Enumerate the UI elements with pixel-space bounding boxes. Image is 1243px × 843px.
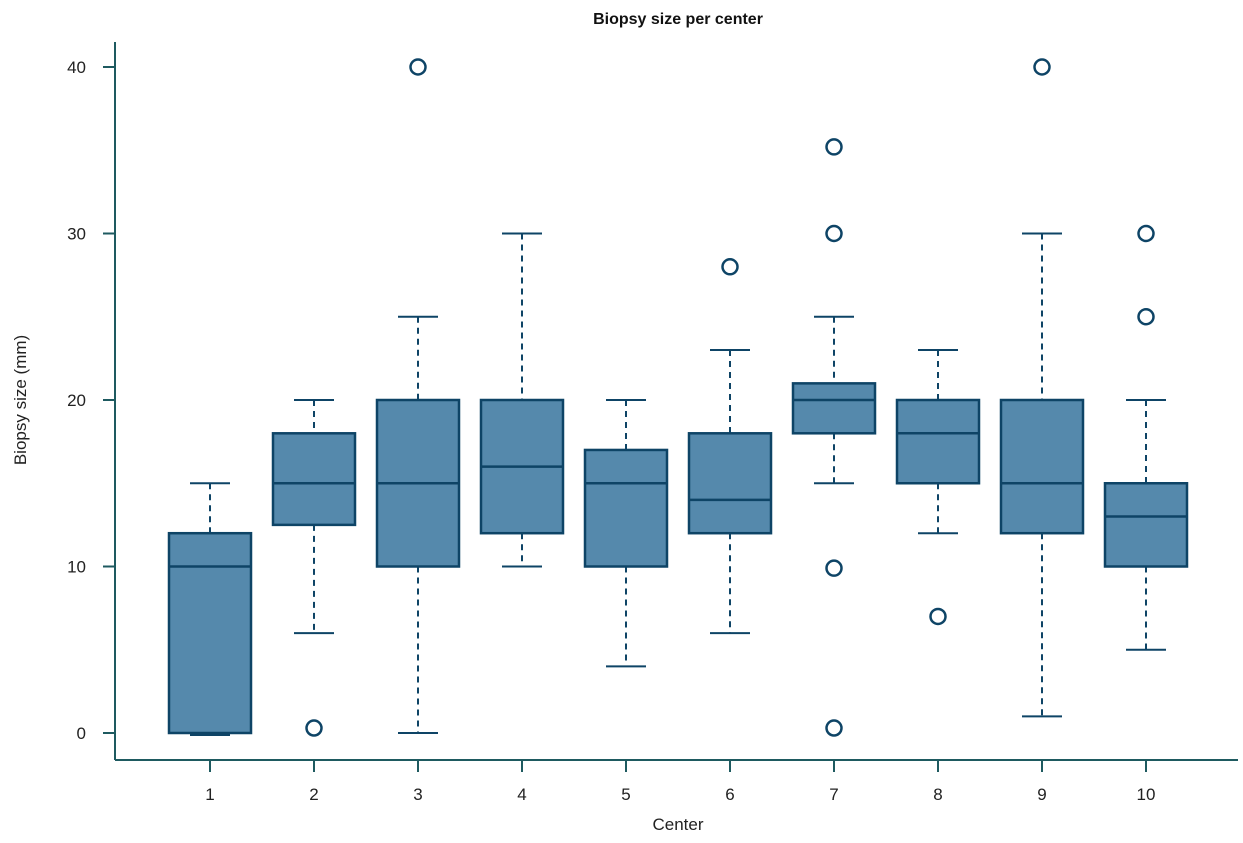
box-group-center-10 [1103,224,1189,651]
x-tick-label: 10 [1137,785,1156,804]
x-tick-label: 4 [517,785,526,804]
x-tick-label: 2 [309,785,318,804]
iqr-box [583,448,669,568]
outlier-point [825,138,843,156]
iqr-box [895,398,981,485]
box-group-center-9 [999,58,1085,718]
y-tick-label: 20 [67,391,86,410]
iqr-box [999,398,1085,535]
iqr-box [1103,482,1189,568]
box-group-center-2 [271,399,357,737]
outlier-point [721,258,739,276]
iqr-box [271,432,357,527]
chart-title: Biopsy size per center [593,11,763,28]
outlier-point [1137,224,1155,243]
y-tick-label: 0 [77,724,86,743]
x-tick-label: 3 [413,785,422,804]
x-tick-label: 7 [829,785,838,804]
y-tick-label: 10 [67,558,86,577]
x-tick-label: 8 [933,785,942,804]
x-tick-label: 9 [1037,785,1046,804]
iqr-box [687,432,773,535]
box-group-center-4 [479,232,565,568]
box-group-center-5 [583,399,669,668]
outlier-point [825,559,843,577]
x-tick-label: 1 [205,785,214,804]
outlier-point [1137,308,1155,326]
box-group-center-3 [375,58,461,734]
box-group-center-7 [791,138,877,737]
x-axis-title: Center [652,815,703,834]
y-axis-title: Biopsy size (mm) [11,335,30,465]
box-group-center-1 [167,482,253,736]
y-tick-label: 30 [67,225,86,244]
outlier-point [409,58,427,76]
outlier-point [1033,58,1051,76]
outlier-point [929,607,947,626]
outlier-point [825,719,843,737]
x-tick-label: 6 [725,785,734,804]
plot-area [167,58,1189,737]
x-tick-label: 5 [621,785,630,804]
iqr-box [167,531,253,735]
axes: 0 10 20 30 40 1 2 3 4 5 6 7 8 9 10 [67,42,1238,804]
box-group-center-6 [687,258,773,635]
y-tick-label: 40 [67,58,86,77]
box-group-center-8 [895,349,981,626]
outlier-point [305,719,323,737]
iqr-box [791,382,877,435]
outlier-point [825,224,843,243]
